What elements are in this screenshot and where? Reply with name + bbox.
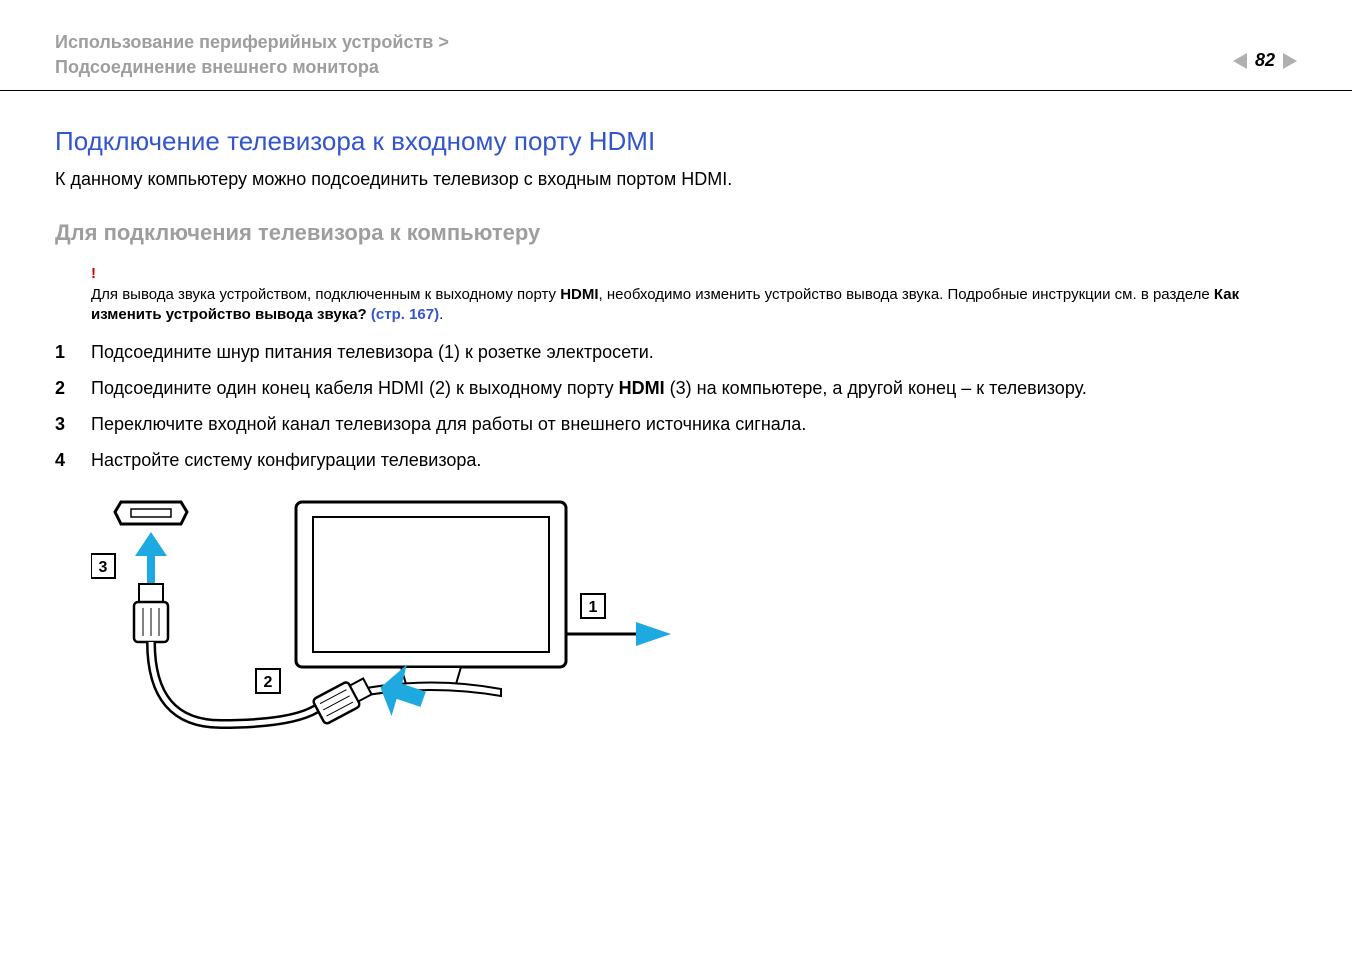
step-2: Подсоедините один конец кабеля HDMI (2) … xyxy=(55,375,1297,401)
step-3-text: Переключите входной канал телевизора для… xyxy=(91,414,806,434)
step-3: Переключите входной канал телевизора для… xyxy=(55,411,1297,437)
step-1-text: Подсоедините шнур питания телевизора (1)… xyxy=(91,342,654,362)
warning-icon: ! xyxy=(91,264,1297,284)
breadcrumb-line2: Подсоединение внешнего монитора xyxy=(55,57,379,77)
callout-2-label: 2 xyxy=(264,674,273,691)
step-2-bold: HDMI xyxy=(619,378,665,398)
hdmi-up-arrow-icon xyxy=(135,532,167,584)
step-2-text-a: Подсоедините один конец кабеля HDMI (2) … xyxy=(91,378,619,398)
hdmi-port-icon xyxy=(115,502,187,524)
step-4-text: Настройте систему конфигурации телевизор… xyxy=(91,450,481,470)
note-part2: , необходимо изменить устройство вывода … xyxy=(599,286,1214,303)
note-link[interactable]: (стр. 167) xyxy=(371,306,439,323)
steps-list: Подсоедините шнур питания телевизора (1)… xyxy=(55,339,1297,473)
note-part1: Для вывода звука устройством, подключенн… xyxy=(91,286,560,303)
callout-3-label: 3 xyxy=(99,559,108,576)
step-2-text-b: (3) на компьютере, а другой конец – к те… xyxy=(665,378,1087,398)
power-arrow-icon xyxy=(566,622,671,646)
hdmi-connector-2-icon xyxy=(312,674,374,725)
hdmi-connector-icon xyxy=(134,584,168,642)
note-part3: . xyxy=(439,306,443,323)
warning-note: ! Для вывода звука устройством, подключе… xyxy=(91,264,1297,325)
step-4: Настройте систему конфигурации телевизор… xyxy=(55,447,1297,473)
subheading: Для подключения телевизора к компьютеру xyxy=(55,220,1297,246)
callout-1: 1 xyxy=(581,594,605,618)
content-area: Подключение телевизора к входному порту … xyxy=(0,91,1352,748)
callout-3: 3 xyxy=(91,554,115,578)
page-title: Подключение телевизора к входному порту … xyxy=(55,126,1297,157)
callout-2: 2 xyxy=(256,669,280,693)
page-header: Использование периферийных устройств > П… xyxy=(0,0,1352,90)
intro-text: К данному компьютеру можно подсоединить … xyxy=(55,169,1297,190)
diagram-svg: 1 3 xyxy=(91,484,681,744)
page-number: 82 xyxy=(1255,50,1275,71)
hdmi-cable-icon xyxy=(151,642,316,724)
tv-icon xyxy=(296,502,566,696)
step-1: Подсоедините шнур питания телевизора (1)… xyxy=(55,339,1297,365)
breadcrumb: Использование периферийных устройств > П… xyxy=(55,30,449,80)
next-page-icon[interactable] xyxy=(1283,53,1297,69)
note-bold1: HDMI xyxy=(560,286,598,303)
connection-diagram: 1 3 xyxy=(91,484,1297,749)
callout-1-label: 1 xyxy=(589,599,598,616)
pager: 82 xyxy=(1233,50,1297,71)
breadcrumb-line1: Использование периферийных устройств > xyxy=(55,32,449,52)
prev-page-icon[interactable] xyxy=(1233,53,1247,69)
